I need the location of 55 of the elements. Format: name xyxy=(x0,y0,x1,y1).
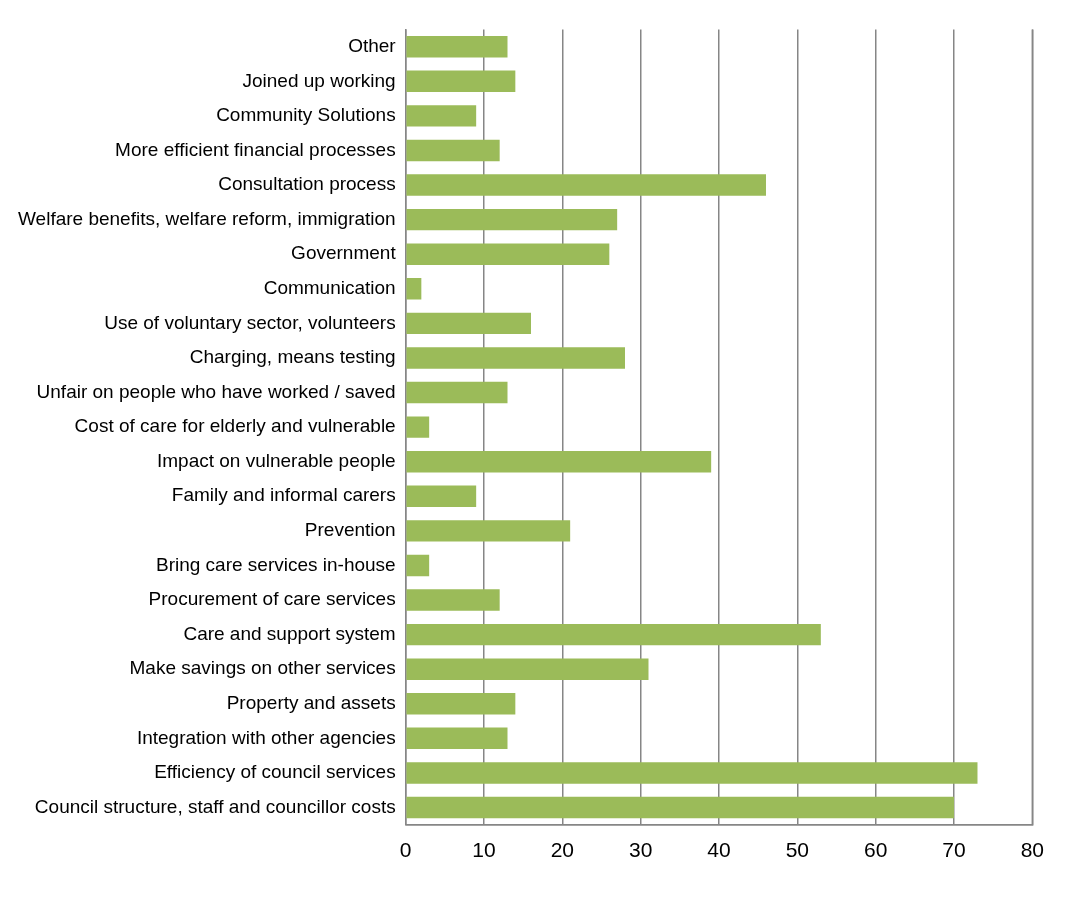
bar xyxy=(406,381,508,404)
bar xyxy=(406,623,821,646)
x-tick-label: 40 xyxy=(707,838,731,862)
y-tick-label: Prevention xyxy=(304,519,396,541)
bar xyxy=(406,450,712,473)
bar xyxy=(406,796,954,819)
y-tick-label: Consultation process xyxy=(218,173,396,195)
x-tick-label: 10 xyxy=(472,838,496,862)
y-tick-label: Family and informal carers xyxy=(171,484,396,506)
bar xyxy=(406,658,649,680)
bar xyxy=(406,243,610,265)
x-tick-label: 70 xyxy=(942,838,966,862)
y-tick-label: Care and support system xyxy=(183,622,396,644)
bar xyxy=(406,416,430,438)
y-tick-label: Use of voluntary sector, volunteers xyxy=(104,311,396,333)
bar xyxy=(406,520,571,542)
y-tick-label: Cost of care for elderly and vulnerable xyxy=(74,415,396,437)
x-tick-label: 30 xyxy=(628,838,653,862)
x-tick-label: 60 xyxy=(863,838,888,862)
y-tick-label: Property and assets xyxy=(226,692,396,713)
y-tick-label: Other xyxy=(348,34,397,56)
bar xyxy=(406,35,508,58)
y-tick-label: Charging, means testing xyxy=(189,346,396,368)
bar xyxy=(406,485,477,507)
bar xyxy=(406,589,500,611)
y-tick-label: Procurement of care services xyxy=(148,588,396,610)
x-tick-label: 50 xyxy=(785,838,810,862)
y-tick-label: Council structure, staff and councillor costs xyxy=(34,795,396,817)
y-tick-label: Unfair on people who have worked / saved xyxy=(36,380,396,402)
bar xyxy=(406,139,500,162)
bar xyxy=(406,554,430,577)
bar xyxy=(406,105,477,127)
bar xyxy=(406,278,422,300)
bar xyxy=(406,174,766,196)
y-tick-label: Government xyxy=(291,242,397,264)
y-tick-label: Integration with other agencies xyxy=(136,726,396,748)
bar xyxy=(406,208,618,231)
bar xyxy=(406,727,508,750)
x-tick-label: 20 xyxy=(550,838,575,862)
bar xyxy=(406,762,978,784)
bar xyxy=(406,693,516,715)
bar xyxy=(406,70,516,92)
y-tick-label: Make savings on other services xyxy=(129,657,396,679)
x-tick-label: 0 xyxy=(399,838,412,862)
y-tick-label: Efficiency of council services xyxy=(154,761,396,783)
y-tick-label: Community Solutions xyxy=(216,104,396,126)
y-tick-label: Bring care services in-house xyxy=(155,553,396,575)
x-tick-label: 80 xyxy=(1020,838,1044,862)
y-tick-label: Impact on vulnerable people xyxy=(156,449,396,471)
bar xyxy=(406,312,531,335)
bar xyxy=(406,347,625,369)
y-tick-label: Welfare benefits, welfare reform, immigration xyxy=(18,207,396,229)
y-tick-label: More efficient financial processes xyxy=(115,138,396,160)
y-tick-label: Communication xyxy=(263,277,396,298)
y-tick-label: Joined up working xyxy=(242,69,396,91)
